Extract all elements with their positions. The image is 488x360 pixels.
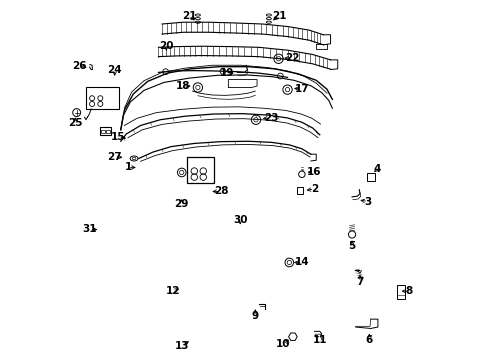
Bar: [106, 130, 109, 134]
Text: 28: 28: [214, 186, 228, 197]
Text: 23: 23: [264, 113, 278, 123]
Text: 7: 7: [356, 277, 363, 287]
Text: 17: 17: [294, 84, 308, 94]
Text: 9: 9: [251, 311, 258, 321]
Text: 6: 6: [365, 334, 372, 345]
Text: 2: 2: [310, 184, 317, 194]
Text: 27: 27: [107, 152, 122, 162]
Text: 8: 8: [405, 286, 412, 296]
Text: 21: 21: [182, 11, 196, 21]
Text: 13: 13: [175, 341, 189, 351]
Text: 14: 14: [294, 257, 308, 267]
Bar: [100, 127, 111, 135]
Text: 11: 11: [312, 334, 326, 345]
Bar: [101, 130, 104, 134]
Bar: [366, 173, 374, 181]
Bar: [187, 157, 214, 183]
Text: 25: 25: [68, 118, 82, 128]
Bar: [396, 285, 405, 299]
Text: 21: 21: [271, 11, 285, 21]
Text: 19: 19: [219, 68, 233, 78]
Bar: [296, 187, 303, 194]
Text: 3: 3: [364, 197, 371, 207]
Text: 26: 26: [72, 61, 86, 71]
Text: 4: 4: [373, 164, 380, 174]
Text: 22: 22: [285, 53, 299, 63]
Text: 31: 31: [82, 225, 97, 234]
Text: 24: 24: [107, 64, 122, 75]
Text: 5: 5: [348, 241, 355, 251]
Text: 16: 16: [306, 167, 321, 177]
Text: 15: 15: [111, 132, 125, 142]
Text: 30: 30: [232, 215, 247, 225]
Text: 18: 18: [175, 81, 190, 91]
Text: 1: 1: [124, 162, 131, 172]
Text: 12: 12: [166, 286, 181, 296]
Text: 10: 10: [275, 339, 289, 349]
Bar: [86, 87, 119, 109]
Text: 20: 20: [159, 41, 173, 50]
Text: 29: 29: [174, 199, 188, 210]
